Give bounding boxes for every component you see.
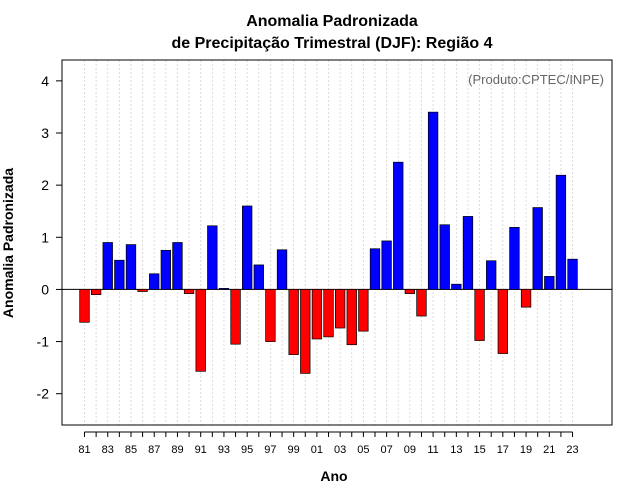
x-tick-label: 15: [473, 444, 485, 456]
bar-98: [276, 249, 288, 290]
bar-89: [172, 242, 183, 290]
x-tick-label: 21: [543, 444, 555, 456]
y-tick-label: -2: [37, 386, 50, 402]
bar-21: [544, 276, 555, 290]
bar-91: [195, 289, 206, 372]
x-tick-label: 97: [264, 444, 276, 456]
bar-95: [242, 205, 253, 290]
bar-04: [346, 289, 357, 346]
x-axis: 81 83 85 87 89 91 93 95 97 99 01 03 05 07 09 11 13 15 17 19…: [78, 431, 579, 456]
bar-01: [311, 289, 323, 340]
bar-03: [334, 289, 346, 329]
bar-07: [381, 240, 392, 290]
x-tick-label: 89: [171, 444, 183, 456]
chart-title: Anomalia Padronizada: [246, 13, 418, 30]
x-tick-label: 07: [380, 444, 392, 456]
bar-86: [137, 289, 148, 292]
x-tick-label: 99: [288, 444, 300, 456]
y-axis: -2 -1 0 1 2 3 4: [37, 73, 63, 402]
bar-94: [230, 289, 241, 345]
plot-frame: [61, 59, 613, 426]
bar-16: [486, 260, 497, 290]
bar-08: [393, 161, 404, 290]
y-axis-title: Anomalia Padronizada: [0, 168, 16, 318]
bar-88: [160, 249, 171, 290]
bars: [79, 111, 578, 374]
bar-99: [288, 289, 299, 355]
x-tick-label: 93: [218, 444, 230, 456]
bar-85: [125, 244, 137, 290]
x-tick-label: 11: [427, 444, 438, 456]
bar-18: [509, 227, 520, 290]
grid: [84, 60, 573, 425]
bar-90: [183, 289, 195, 294]
bar-12: [439, 224, 450, 290]
bar-09: [404, 289, 416, 294]
x-tick-label: 81: [78, 444, 90, 456]
x-tick-label: 83: [102, 444, 114, 456]
bar-13: [451, 283, 462, 290]
bar-15: [474, 289, 485, 341]
bar-23: [567, 258, 578, 290]
bar-17: [497, 289, 508, 354]
chart-subtitle: de Precipitação Trimestral (DJF): Região…: [172, 35, 493, 52]
bar-11: [427, 111, 439, 290]
bar-02: [323, 289, 334, 338]
x-tick-label: 91: [195, 444, 207, 456]
x-tick-label: 05: [357, 444, 369, 456]
x-axis-title: Ano: [320, 468, 347, 484]
y-tick-label: 3: [41, 125, 49, 141]
bar-06: [369, 248, 381, 290]
x-tick-label: 13: [450, 444, 462, 456]
bar-20: [532, 207, 543, 290]
bar-96: [253, 264, 264, 290]
y-tick-label: 1: [41, 229, 49, 245]
bar-14: [462, 216, 474, 290]
bar-05: [358, 289, 369, 332]
y-tick-label: 4: [41, 73, 49, 89]
bar-87: [149, 273, 160, 290]
bar-84: [114, 259, 125, 290]
bar-83: [102, 242, 113, 290]
x-tick-label: 17: [497, 444, 509, 456]
y-tick-label: 2: [41, 177, 49, 193]
bar-81: [79, 289, 90, 323]
x-tick-label: 23: [566, 444, 578, 456]
bar-22: [555, 174, 567, 290]
bar-10: [416, 289, 427, 317]
product-credit: (Produto:CPTEC/INPE): [468, 72, 604, 87]
y-tick-label: -1: [37, 334, 50, 350]
y-tick-label: 0: [41, 281, 49, 297]
x-tick-label: 19: [520, 444, 532, 456]
bar-92: [207, 225, 218, 290]
x-tick-label: 95: [241, 444, 253, 456]
x-tick-label: 85: [125, 444, 137, 456]
x-tick-label: 03: [334, 444, 346, 456]
x-tick-label: 01: [311, 444, 323, 456]
bar-97: [265, 289, 276, 342]
x-tick-label: 09: [404, 444, 416, 456]
x-tick-label: 87: [148, 444, 160, 456]
bar-19: [520, 289, 532, 308]
bar-82: [90, 289, 102, 295]
bar-93: [218, 288, 230, 290]
bar-00: [300, 289, 311, 374]
